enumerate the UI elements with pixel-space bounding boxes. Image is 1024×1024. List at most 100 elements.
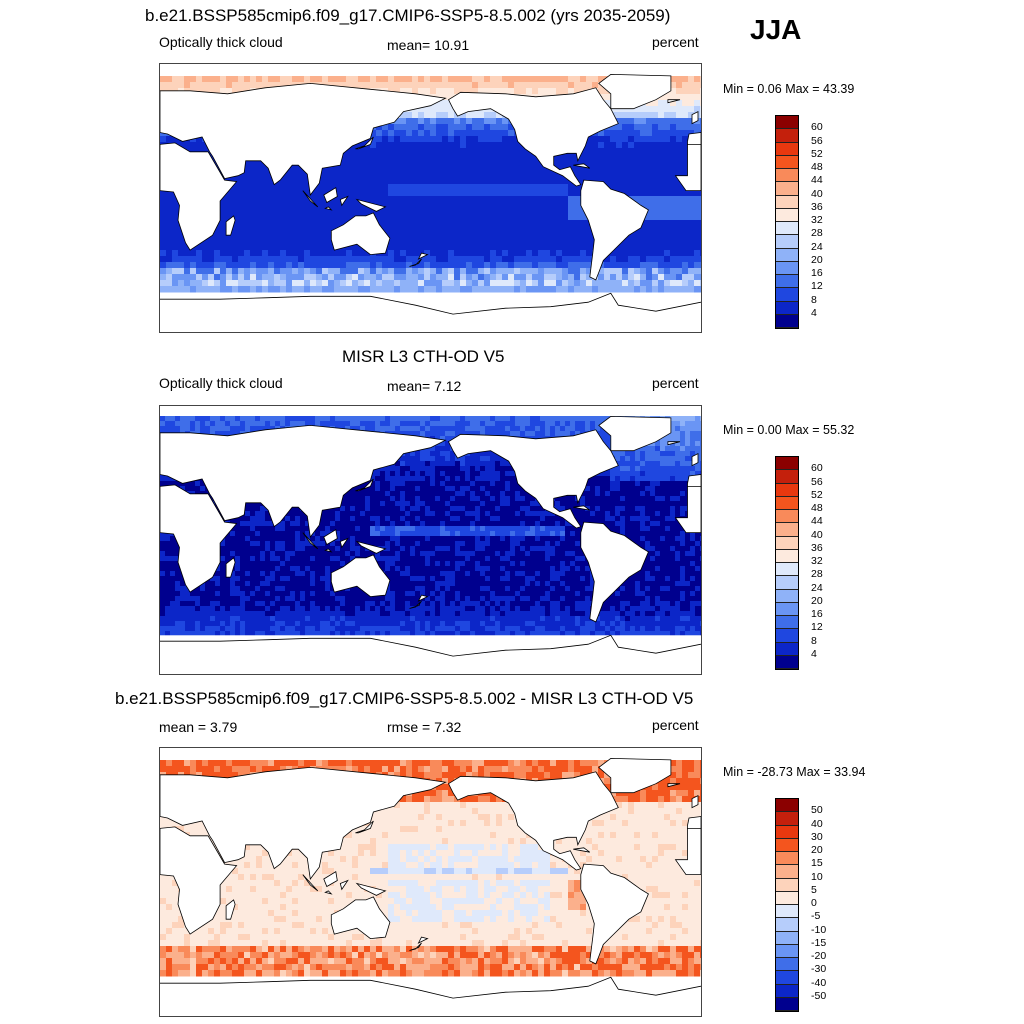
land-outline <box>225 899 236 920</box>
colorbar-swatch <box>776 655 798 669</box>
land-outline <box>324 206 333 211</box>
colorbar-tick-label: 30 <box>811 830 823 843</box>
land-outline <box>573 505 591 511</box>
panel-1-units-label: percent <box>652 34 699 50</box>
colorbar-swatch <box>776 483 798 497</box>
land-outline <box>225 215 236 236</box>
land-outline <box>160 82 447 197</box>
colorbar-tick-label: 28 <box>811 568 823 581</box>
colorbar-swatch <box>776 878 798 892</box>
season-label: JJA <box>750 14 802 45</box>
land-outline <box>691 794 699 809</box>
colorbar-tick-label: 5 <box>811 883 817 896</box>
colorbar-swatch <box>776 616 798 630</box>
colorbar-tick-label: 24 <box>811 240 823 253</box>
colorbar-swatch <box>776 549 798 563</box>
land-outline <box>302 190 319 208</box>
colorbar-swatch <box>776 536 798 550</box>
colorbar-swatch <box>776 905 798 919</box>
colorbar-swatch <box>776 958 798 972</box>
colorbar-tick-label: 56 <box>811 134 823 147</box>
colorbar-swatch <box>776 629 798 643</box>
colorbar-swatch <box>776 602 798 616</box>
land-outline <box>339 537 349 549</box>
land-outline <box>447 771 619 871</box>
land-outline <box>355 136 374 150</box>
land-outline <box>598 757 672 794</box>
land-outline <box>355 198 387 212</box>
panel-2-left-label: Optically thick cloud <box>159 375 283 391</box>
land-outline <box>674 828 701 875</box>
colorbar-tick-label: 36 <box>811 200 823 213</box>
colorbar-swatch <box>776 235 798 249</box>
colorbar-swatch <box>776 931 798 945</box>
colorbar-tick-label: 40 <box>811 187 823 200</box>
panel-3-map <box>159 747 702 1017</box>
colorbar-tick-label: 56 <box>811 475 823 488</box>
colorbar-tick-label: 0 <box>811 897 817 909</box>
colorbar-tick-label: 50 <box>811 804 823 817</box>
colorbar-tick-label: -20 <box>811 950 827 962</box>
colorbar-swatch <box>776 169 798 183</box>
antarctica-outline <box>160 292 701 315</box>
land-outline <box>339 879 349 891</box>
map-field <box>160 415 701 674</box>
land-outline <box>409 258 422 267</box>
land-outline <box>417 936 429 944</box>
land-outline <box>160 424 447 539</box>
land-outline <box>330 554 391 598</box>
colorbar-swatch <box>776 275 798 289</box>
land-outline <box>674 486 701 533</box>
panel-3-rmse-label: rmse = 7.32 <box>387 719 462 735</box>
land-outline <box>580 521 649 623</box>
land-outline <box>573 163 591 169</box>
panel-2-title: MISR L3 CTH-OD V5 <box>342 347 505 366</box>
colorbar-tick-label: -10 <box>811 923 827 936</box>
colorbar-swatch <box>776 142 798 156</box>
land-outline <box>323 186 338 204</box>
land-outline <box>598 73 672 110</box>
land-outline <box>160 766 447 881</box>
colorbar-swatch <box>776 576 798 590</box>
colorbar-swatch <box>776 997 798 1011</box>
colorbar-tick-label: -5 <box>811 910 821 923</box>
colorbar-tick-label: 52 <box>811 488 823 501</box>
colorbar-swatch <box>776 248 798 262</box>
colorbar-tick-label: 36 <box>811 541 823 554</box>
colorbar-tick-label: 60 <box>811 462 823 475</box>
colorbar-tick-label: 52 <box>811 147 823 160</box>
colorbar-swatch <box>776 799 798 813</box>
land-outline <box>580 179 649 281</box>
panel-1-left-label: Optically thick cloud <box>159 34 283 50</box>
panel-1-minmax: Min = 0.06 Max = 43.39 <box>723 82 855 96</box>
colorbar-swatch <box>776 129 798 143</box>
colorbar-tick-label: 8 <box>811 293 817 306</box>
colorbar-swatch <box>776 496 798 510</box>
colorbar-swatch <box>776 510 798 524</box>
land-outline <box>417 594 429 602</box>
land-outline <box>160 484 238 593</box>
land-outline <box>447 429 619 529</box>
colorbar-tick-label: 40 <box>811 528 823 541</box>
colorbar-tick-label: 44 <box>811 174 823 187</box>
colorbar-swatch <box>776 155 798 169</box>
land-outline <box>598 415 672 452</box>
land-outline <box>339 195 349 207</box>
land-outline <box>409 600 422 609</box>
land-outline <box>691 452 699 467</box>
colorbar-tick-label: 12 <box>811 280 823 293</box>
panel-2-mean-label: mean= 7.12 <box>387 378 462 394</box>
map-field <box>160 757 701 1016</box>
colorbar-swatch <box>776 865 798 879</box>
colorbar-tick-label: 60 <box>811 121 823 134</box>
colorbar-swatch <box>776 116 798 130</box>
land-outline <box>330 212 391 256</box>
colorbar-tick-label: 16 <box>811 608 823 620</box>
land-outline <box>355 478 374 492</box>
colorbar-swatch <box>776 182 798 196</box>
colorbar-swatch <box>776 314 798 328</box>
colorbar-swatch <box>776 457 798 471</box>
colorbar-tick-label: -30 <box>811 963 827 976</box>
land-outline <box>667 441 681 446</box>
land-outline <box>573 847 591 853</box>
